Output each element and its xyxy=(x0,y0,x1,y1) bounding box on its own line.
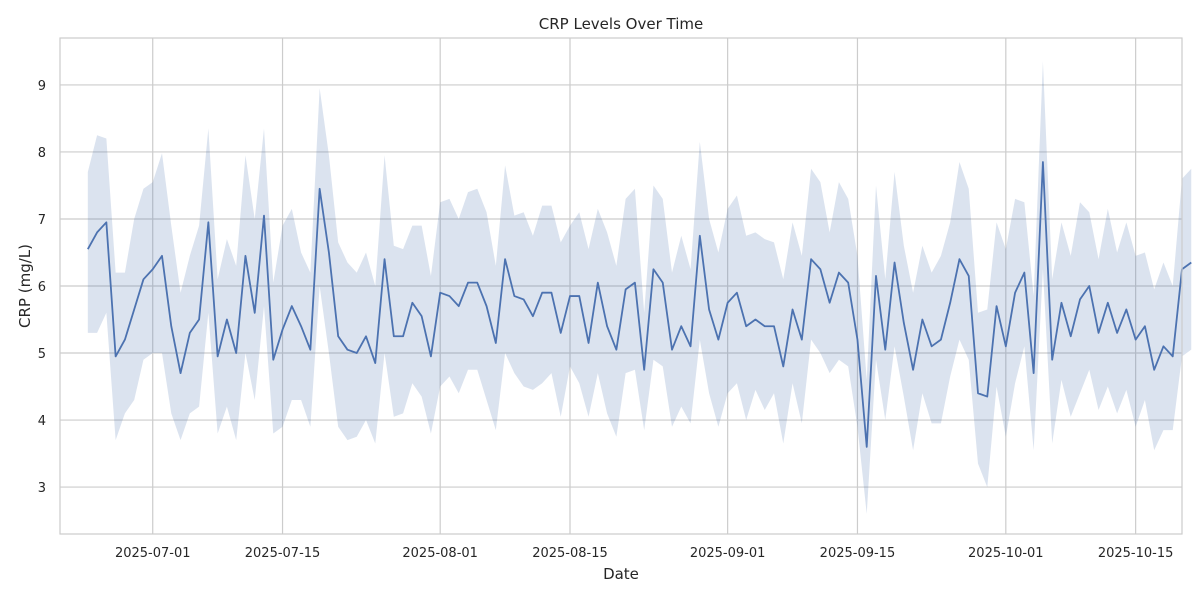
confidence-band xyxy=(87,61,1192,514)
y-tick-label: 6 xyxy=(38,280,46,295)
y-axis-title: CRP (mg/L) xyxy=(16,244,34,328)
x-tick-label: 2025-07-15 xyxy=(245,546,321,561)
x-tick-label: 2025-07-01 xyxy=(115,546,191,561)
y-tick-label: 5 xyxy=(38,347,46,362)
y-tick-label: 4 xyxy=(38,414,46,429)
x-axis-title: Date xyxy=(603,565,639,583)
x-tick-label: 2025-09-15 xyxy=(820,546,896,561)
crp-series-line xyxy=(87,161,1192,448)
y-tick-label: 8 xyxy=(38,146,46,161)
plot-frame xyxy=(59,37,1183,535)
y-tick-label: 3 xyxy=(38,481,46,496)
x-tick-label: 2025-10-01 xyxy=(968,546,1044,561)
x-tick-label: 2025-09-01 xyxy=(690,546,766,561)
grid-lines xyxy=(60,38,1182,534)
x-tick-label: 2025-08-15 xyxy=(532,546,608,561)
x-tick-label: 2025-10-15 xyxy=(1098,546,1174,561)
x-tick-label: 2025-08-01 xyxy=(402,546,478,561)
y-tick-labels: 3 4 5 6 7 8 9 xyxy=(38,79,46,496)
chart-title: CRP Levels Over Time xyxy=(539,15,703,33)
y-tick-label: 7 xyxy=(38,213,46,228)
y-tick-label: 9 xyxy=(38,79,46,94)
x-tick-labels: 2025-07-01 2025-07-15 2025-08-01 2025-08-15… xyxy=(115,546,1173,561)
